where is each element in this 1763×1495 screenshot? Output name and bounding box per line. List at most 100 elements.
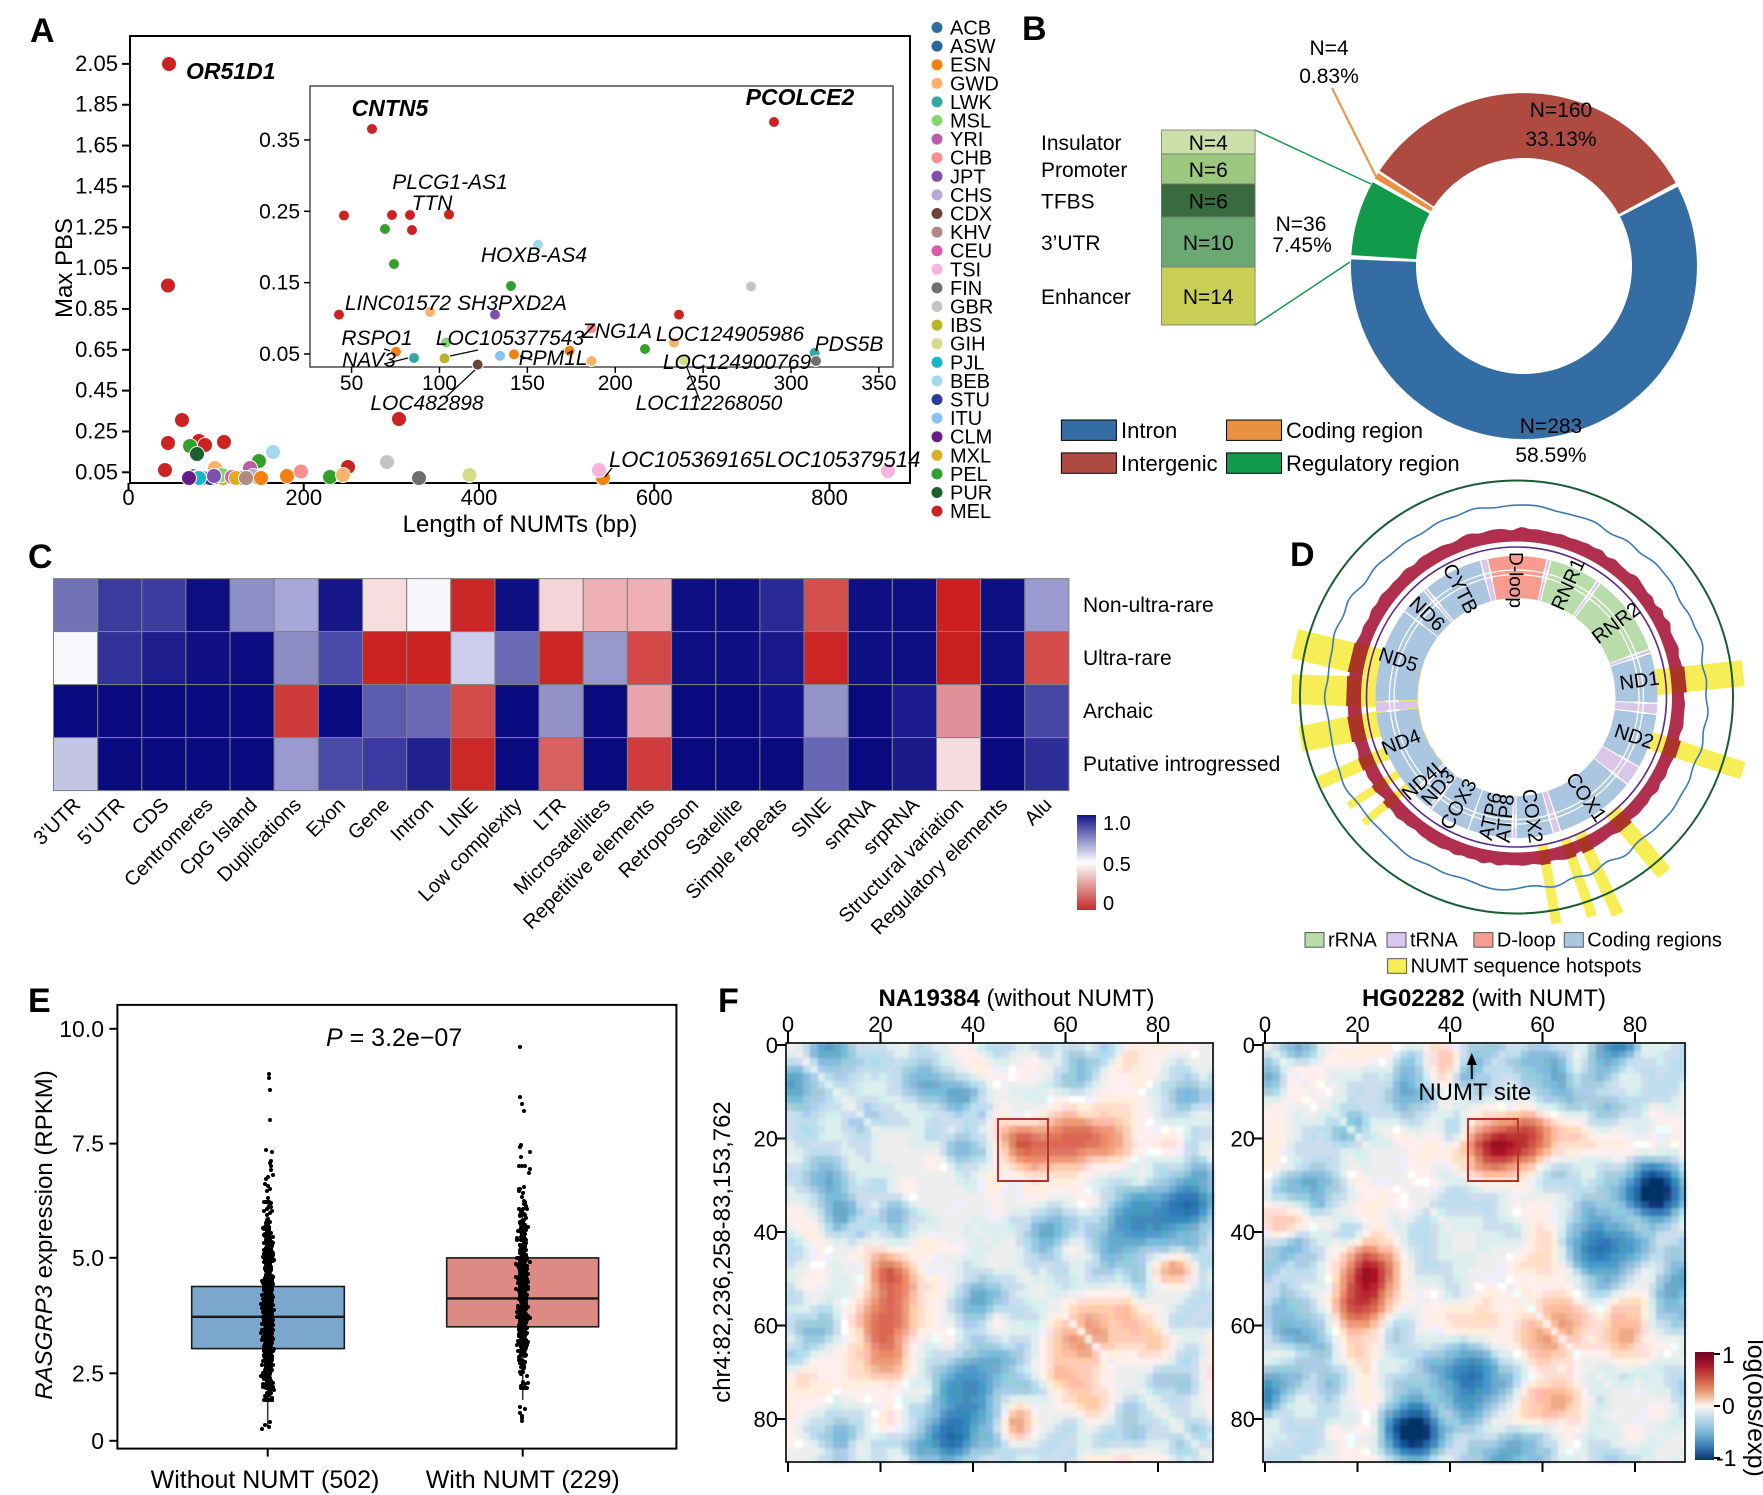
svg-text:N=4: N=4 xyxy=(1309,37,1348,60)
svg-text:Intergenic: Intergenic xyxy=(1121,451,1218,476)
svg-text:Intron: Intron xyxy=(1121,418,1177,443)
svg-text:Promoter: Promoter xyxy=(1041,159,1127,182)
svg-text:TFBS: TFBS xyxy=(1041,191,1095,214)
svg-text:33.13%: 33.13% xyxy=(1525,128,1596,151)
svg-text:150: 150 xyxy=(510,372,545,395)
svg-text:0.45: 0.45 xyxy=(75,378,118,403)
svg-text:Putative introgressed: Putative introgressed xyxy=(1083,753,1280,776)
svg-text:7.5: 7.5 xyxy=(72,1131,104,1157)
svg-text:0.35: 0.35 xyxy=(259,129,300,152)
svg-text:ASW: ASW xyxy=(950,36,996,58)
svg-text:NUMT sequence hotspots: NUMT sequence hotspots xyxy=(1411,956,1642,978)
svg-text:60: 60 xyxy=(1053,1012,1077,1037)
svg-text:0.25: 0.25 xyxy=(259,200,300,223)
svg-text:tRNA: tRNA xyxy=(1410,930,1458,952)
svg-text:NUMT site: NUMT site xyxy=(1418,1079,1531,1106)
svg-text:20: 20 xyxy=(1231,1127,1255,1152)
svg-text:With NUMT (229): With NUMT (229) xyxy=(426,1466,620,1494)
svg-text:Regulatory region: Regulatory region xyxy=(1286,451,1460,476)
svg-text:C: C xyxy=(28,538,53,576)
svg-text:0.5: 0.5 xyxy=(1103,854,1131,876)
svg-text:LINC01572: LINC01572 xyxy=(345,292,452,315)
svg-text:60: 60 xyxy=(1231,1314,1255,1339)
svg-text:E: E xyxy=(28,982,51,1020)
svg-text:Intron: Intron xyxy=(387,794,439,846)
svg-text:350: 350 xyxy=(861,372,896,395)
svg-text:7.45%: 7.45% xyxy=(1272,234,1332,257)
svg-text:5’UTR: 5’UTR xyxy=(74,794,130,850)
svg-text:3’UTR: 3’UTR xyxy=(1041,232,1101,255)
svg-text:0: 0 xyxy=(766,1033,778,1058)
svg-text:ATP8: ATP8 xyxy=(1493,793,1520,843)
svg-text:50: 50 xyxy=(340,372,363,395)
svg-text:ND1: ND1 xyxy=(1618,668,1661,695)
svg-text:1.0: 1.0 xyxy=(1103,813,1131,835)
svg-text:TSI: TSI xyxy=(950,259,981,281)
svg-text:P = 3.2e−07: P = 3.2e−07 xyxy=(326,1024,462,1052)
svg-text:3’UTR: 3’UTR xyxy=(30,794,86,850)
svg-text:A: A xyxy=(30,12,55,50)
svg-text:Non-ultra-rare: Non-ultra-rare xyxy=(1083,594,1214,617)
svg-text:1.25: 1.25 xyxy=(75,214,118,239)
svg-text:20: 20 xyxy=(868,1012,892,1037)
svg-text:HOXB-AS4: HOXB-AS4 xyxy=(481,244,587,267)
svg-text:ITU: ITU xyxy=(950,408,982,430)
svg-text:Coding region: Coding region xyxy=(1286,418,1423,443)
svg-text:MEL: MEL xyxy=(950,501,991,523)
svg-text:SH3PXD2A: SH3PXD2A xyxy=(457,292,567,315)
svg-text:N=283: N=283 xyxy=(1520,415,1582,438)
svg-text:CLM: CLM xyxy=(950,427,992,449)
svg-text:PJL: PJL xyxy=(950,352,984,374)
svg-text:STU: STU xyxy=(950,390,990,412)
svg-text:GIH: GIH xyxy=(950,334,986,356)
svg-text:D-loop: D-loop xyxy=(1497,930,1556,952)
svg-text:ESN: ESN xyxy=(950,55,991,77)
svg-text:0.65: 0.65 xyxy=(75,337,118,362)
svg-text:NAV3: NAV3 xyxy=(342,349,396,372)
svg-text:KHV: KHV xyxy=(950,222,992,244)
svg-text:80: 80 xyxy=(1146,1012,1170,1037)
svg-text:600: 600 xyxy=(636,485,673,510)
svg-text:0: 0 xyxy=(782,1012,794,1037)
svg-text:RSPO1: RSPO1 xyxy=(341,327,412,350)
svg-text:GBR: GBR xyxy=(950,297,993,319)
svg-text:PCOLCE2: PCOLCE2 xyxy=(746,84,855,110)
svg-text:LOC105377543: LOC105377543 xyxy=(436,327,585,350)
svg-text:58.59%: 58.59% xyxy=(1515,444,1586,467)
svg-text:PUR: PUR xyxy=(950,483,992,505)
svg-text:N=6: N=6 xyxy=(1189,159,1228,182)
svg-text:1.05: 1.05 xyxy=(75,255,118,280)
svg-text:OR51D1: OR51D1 xyxy=(186,58,275,84)
svg-text:40: 40 xyxy=(754,1220,778,1245)
svg-text:-1: -1 xyxy=(1716,1445,1736,1471)
svg-text:ACB: ACB xyxy=(950,18,991,40)
svg-text:IBS: IBS xyxy=(950,315,982,337)
svg-text:LOC124900769: LOC124900769 xyxy=(663,351,812,374)
svg-text:YRI: YRI xyxy=(950,129,983,151)
svg-text:0.85: 0.85 xyxy=(75,296,118,321)
svg-text:0.15: 0.15 xyxy=(259,272,300,295)
svg-text:1.45: 1.45 xyxy=(75,173,118,198)
svg-text:TTN: TTN xyxy=(412,192,454,215)
svg-text:60: 60 xyxy=(1530,1012,1554,1037)
svg-text:log(obs/exp): log(obs/exp) xyxy=(1742,1339,1763,1477)
svg-text:CNTN5: CNTN5 xyxy=(352,95,430,121)
svg-text:BEB: BEB xyxy=(950,371,990,393)
svg-text:LOC105379514: LOC105379514 xyxy=(765,447,920,472)
svg-text:5.0: 5.0 xyxy=(72,1245,104,1271)
svg-text:1.65: 1.65 xyxy=(75,133,118,158)
svg-text:Max PBS: Max PBS xyxy=(51,218,78,318)
svg-text:2.5: 2.5 xyxy=(72,1360,104,1386)
svg-text:Alu: Alu xyxy=(1020,794,1056,830)
svg-text:PLCG1-AS1: PLCG1-AS1 xyxy=(392,171,508,194)
svg-text:N=36: N=36 xyxy=(1276,213,1327,236)
svg-text:ZNG1A: ZNG1A xyxy=(581,320,652,343)
svg-text:N=160: N=160 xyxy=(1530,99,1592,122)
svg-text:HG02282 (with NUMT): HG02282 (with NUMT) xyxy=(1362,985,1606,1012)
svg-text:Insulator: Insulator xyxy=(1041,132,1122,155)
svg-text:0.05: 0.05 xyxy=(75,459,118,484)
svg-text:FIN: FIN xyxy=(950,278,982,300)
svg-text:N=4: N=4 xyxy=(1189,132,1228,155)
svg-text:20: 20 xyxy=(754,1127,778,1152)
svg-text:MSL: MSL xyxy=(950,111,991,133)
